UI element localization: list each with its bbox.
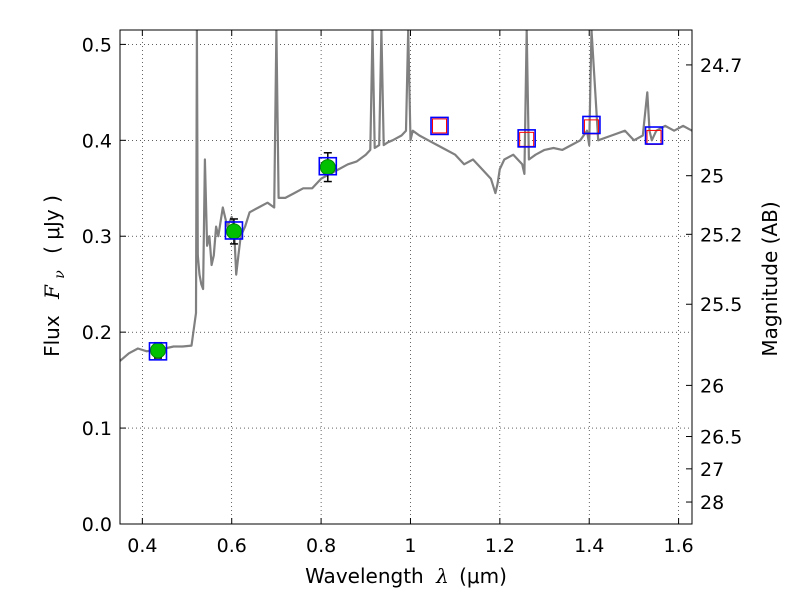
spectrum-layer [120,30,692,362]
y2-axis-label: Magnitude (AB) [758,201,782,356]
spectrum-line [120,30,692,362]
model-square [148,342,168,361]
model-square [318,156,338,176]
x-tick-label: 1.2 [485,535,515,557]
x-tick-label: 1.4 [574,535,604,557]
y-tick-label: 0.2 [82,322,112,344]
points-layer [148,115,664,361]
x-tick-label: 1 [404,535,416,557]
x-tick-label: 0.8 [306,535,336,557]
model-square [644,126,664,145]
x-tick-label: 1.6 [663,535,693,557]
y-tick-label: 0.1 [82,418,112,440]
y-tick-label: 0.4 [82,130,112,152]
photometry-point [225,223,242,240]
ticks-layer: 0.4 0.6 0.8 1 1.2 1.4 1.6 0.0 0.1 0.2 0.3 0.4 0.5 24.… [82,30,742,557]
x-tick-label: 0.6 [217,535,247,557]
model-square [582,115,601,135]
plot-frame [119,29,693,525]
model-square [224,221,244,240]
photometry-point [149,342,166,359]
x-axis-label: Wavelength λ (μm) [305,564,507,588]
y2-tick-label: 24.7 [700,55,742,77]
y-axis-label: Flux F ν ( μJy ) [40,195,69,357]
y2-tick-label: 25.5 [700,294,742,316]
y2-tick-label: 25.2 [700,224,742,246]
model-square [430,116,449,136]
model-square [517,129,536,148]
photometry-point [319,159,336,176]
y-tick-label: 0.5 [82,34,112,56]
y2-tick-label: 27 [700,459,724,481]
y2-tick-label: 26 [700,375,724,397]
y2-tick-label: 26.5 [700,427,742,449]
y2-tick-label: 28 [700,492,724,514]
upper-limit-square [432,118,448,134]
y-tick-label: 0.0 [82,514,112,536]
x-tick-label: 0.4 [127,535,157,557]
upper-limit-square [519,131,535,147]
y2-tick-label: 25 [700,166,724,188]
y-tick-label: 0.3 [82,226,112,248]
